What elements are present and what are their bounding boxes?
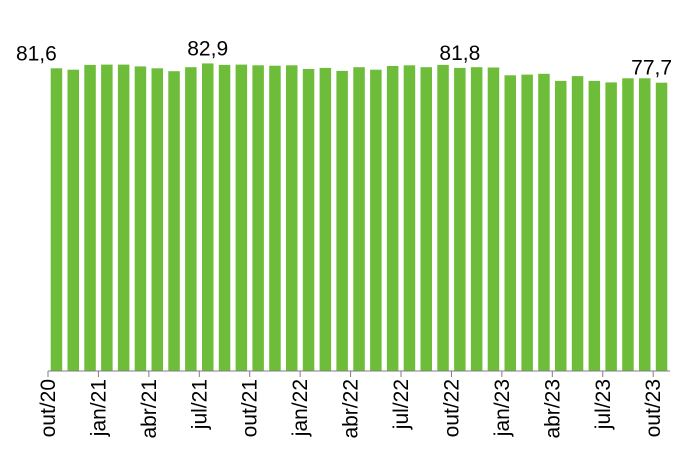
bar-dez-22	[487, 67, 500, 371]
x-tick-label: jan/22	[289, 379, 312, 437]
x-tick-label: jan/23	[491, 379, 514, 437]
bar-abr-22	[353, 67, 365, 371]
x-tick-label: out/22	[440, 379, 463, 437]
data-labels-group: 81,6 82,9 81,8 77,7	[16, 37, 672, 79]
bar-ago-22	[420, 67, 432, 371]
bar-jan-21	[101, 64, 113, 371]
bar-out-22	[454, 67, 466, 372]
x-tick-label: jul/22	[390, 379, 413, 430]
x-tick-label: jul/21	[188, 379, 211, 430]
x-tick-label: abr/23	[541, 379, 564, 439]
bar-mai-23	[571, 76, 584, 371]
x-ticks-group	[47, 371, 654, 377]
x-tick-label: out/21	[239, 379, 262, 437]
data-label: 81,6	[16, 42, 57, 65]
data-label: 81,8	[439, 42, 480, 65]
bar-jan-22	[302, 69, 315, 371]
bar-jun-22	[386, 66, 399, 371]
x-tick-label: out/20	[37, 379, 60, 437]
x-tick-label: out/23	[642, 379, 665, 437]
bar-out-21	[252, 65, 264, 372]
bars-group	[50, 63, 668, 372]
bar-mai-21	[168, 71, 180, 371]
bar-abr-21	[151, 68, 163, 372]
bar-dez-20	[84, 64, 96, 372]
bar-jul-21	[202, 63, 214, 372]
bar-nov-20	[67, 69, 79, 371]
bar-abr-23	[555, 80, 567, 372]
bar-ago-21	[218, 64, 231, 372]
x-tick-labels-group: out/20 jan/21 abr/21 jul/21 out/21 jan/22 abr/…	[37, 379, 665, 439]
x-tick-label: jul/23	[592, 379, 615, 430]
bar-ago-23	[622, 78, 634, 372]
x-tick-label: jan/21	[87, 379, 110, 437]
x-tick-label: abr/21	[138, 379, 161, 439]
bar-jul-23	[605, 82, 617, 372]
bar-dez-21	[286, 65, 298, 372]
bar-nov-21	[269, 65, 281, 371]
bar-fev-21	[117, 64, 130, 371]
data-label: 77,7	[631, 57, 672, 80]
bar-mar-21	[134, 66, 147, 372]
bar-set-22	[437, 64, 449, 372]
bar-jan-23	[504, 75, 516, 372]
bar-out-23	[655, 82, 668, 371]
x-tick-label: abr/22	[340, 379, 363, 439]
bar-nov-22	[470, 67, 483, 371]
bar-fev-23	[521, 74, 533, 371]
bar-fev-22	[319, 67, 332, 372]
bar-jun-21	[185, 67, 197, 371]
bar-out-20	[50, 68, 63, 372]
data-label: 82,9	[187, 37, 228, 60]
bar-mar-22	[336, 70, 348, 372]
bar-jun-23	[588, 80, 601, 372]
bar-mar-23	[538, 73, 550, 372]
bar-jul-22	[403, 65, 416, 372]
bar-mai-22	[370, 69, 382, 371]
bar-set-21	[235, 64, 248, 371]
bar-set-23	[639, 78, 651, 372]
